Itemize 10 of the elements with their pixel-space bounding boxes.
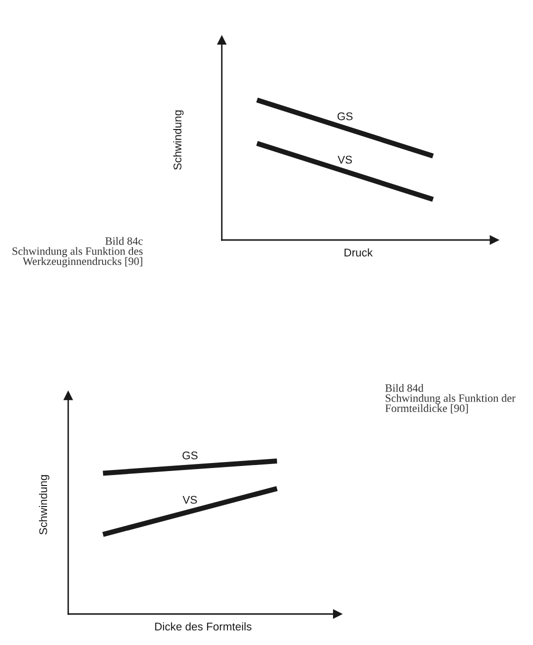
series-label: VS	[338, 156, 352, 164]
series-label: GS	[182, 452, 198, 460]
x-axis-title: Druck	[344, 248, 373, 256]
x-axis-title: Dicke des Formteils	[155, 622, 252, 630]
y-axis-title: Schwindung	[173, 110, 184, 170]
series-label: VS	[182, 496, 197, 504]
text: Bild 84c Schwindung als Funktion des Werkzeuginnendrucks [90]	[12, 237, 143, 268]
series-label: GS	[338, 112, 353, 120]
text: Bild 84d Schwindung als Funktion der Formteildicke [90]	[385, 384, 516, 414]
y-axis-title: Schwindung	[38, 475, 50, 534]
